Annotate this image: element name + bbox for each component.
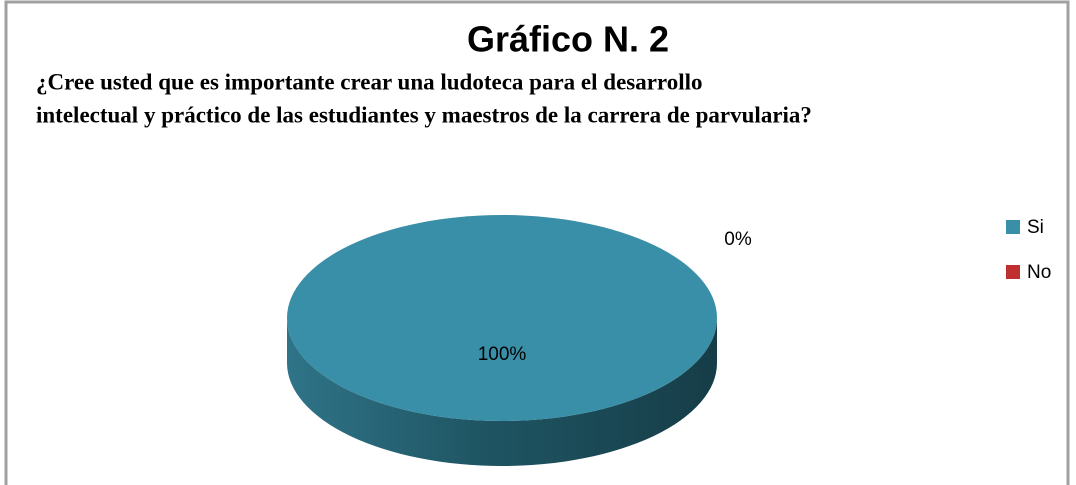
pie-side (287, 318, 717, 466)
subtitle-line: intelectual y práctico de las estudiante… (36, 102, 812, 127)
data-label: 0% (724, 229, 752, 250)
legend-swatch (1006, 265, 1020, 279)
legend-label: Si (1027, 217, 1044, 238)
data-label: 100% (478, 344, 527, 365)
subtitle-line: ¿Cree usted que es importante crear una … (36, 69, 703, 94)
legend-swatch (1006, 220, 1020, 234)
legend-label: No (1027, 262, 1051, 283)
chart-title: Gráfico N. 2 (467, 19, 669, 60)
frame (4, 0, 1070, 485)
